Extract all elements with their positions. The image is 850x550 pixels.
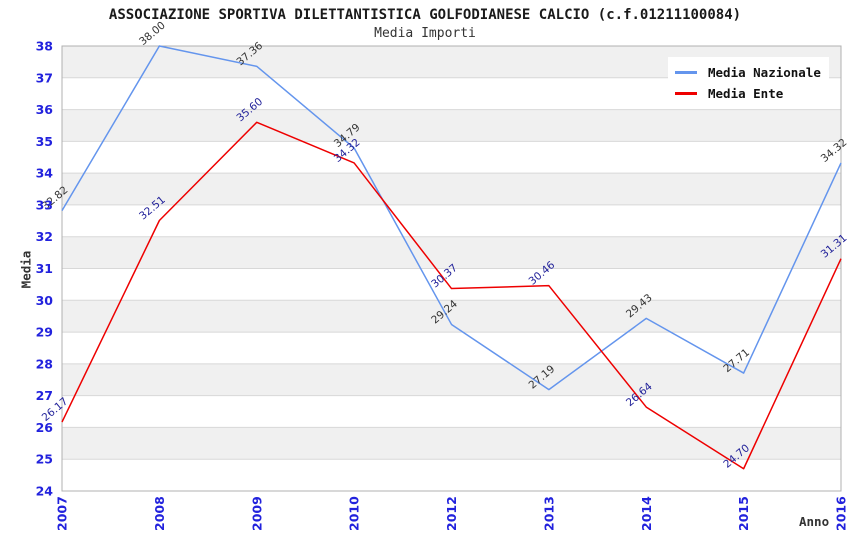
y-tick-label: 26 bbox=[36, 420, 54, 435]
legend-swatch-media-ente-icon bbox=[675, 92, 697, 95]
x-tick-label: 2008 bbox=[152, 496, 167, 531]
y-tick-label: 34 bbox=[36, 166, 54, 181]
chart-subtitle: Media Importi bbox=[374, 26, 476, 41]
y-tick-label: 30 bbox=[36, 293, 54, 308]
plot-band bbox=[62, 173, 841, 205]
plot-band bbox=[62, 332, 841, 364]
x-tick-label: 2010 bbox=[347, 496, 362, 531]
legend-label: Media Ente bbox=[708, 86, 784, 101]
x-tick-label: 2015 bbox=[736, 496, 751, 531]
plot-band bbox=[62, 268, 841, 301]
legend: Media Nazionale Media Ente bbox=[668, 57, 829, 109]
x-tick-label: 2013 bbox=[541, 496, 556, 531]
x-tick-label: 2012 bbox=[444, 496, 459, 531]
y-tick-label: 37 bbox=[36, 70, 53, 85]
plot-band bbox=[62, 363, 841, 396]
legend-item-media-ente: Media Ente bbox=[675, 83, 821, 104]
x-tick-label: 2016 bbox=[834, 496, 849, 531]
plot-band bbox=[62, 427, 841, 460]
y-tick-label: 36 bbox=[36, 102, 54, 117]
plot-band bbox=[62, 395, 841, 428]
plot-band bbox=[62, 141, 841, 174]
plot-border bbox=[61, 45, 842, 492]
y-tick-label: 24 bbox=[36, 484, 54, 499]
plot-band bbox=[62, 236, 841, 269]
plot-band bbox=[62, 204, 841, 237]
y-tick-label: 27 bbox=[36, 388, 53, 403]
legend-item-media-nazionale: Media Nazionale bbox=[675, 62, 821, 83]
y-axis-title: Media bbox=[18, 250, 34, 289]
y-tick-label: 35 bbox=[36, 134, 53, 149]
series-line-0 bbox=[61, 45, 842, 391]
plot-band bbox=[62, 300, 841, 333]
x-tick-label: 2009 bbox=[249, 496, 264, 531]
y-tick-label: 31 bbox=[36, 261, 53, 276]
y-tick-label: 25 bbox=[36, 452, 53, 467]
y-tick-label: 32 bbox=[36, 229, 53, 244]
plot-band bbox=[62, 109, 841, 142]
legend-swatch-media-nazionale-icon bbox=[675, 71, 697, 74]
x-tick-label: 2014 bbox=[639, 496, 654, 531]
series-line-1 bbox=[61, 121, 842, 470]
x-axis-title: Anno bbox=[799, 514, 830, 529]
chart-title: ASSOCIAZIONE SPORTIVA DILETTANTISTICA GO… bbox=[108, 7, 742, 23]
plot-band bbox=[62, 459, 841, 491]
legend-label: Media Nazionale bbox=[708, 65, 821, 80]
y-tick-label: 38 bbox=[36, 39, 53, 54]
y-tick-label: 28 bbox=[36, 356, 53, 371]
y-tick-label: 29 bbox=[36, 325, 53, 340]
y-tick-label: 33 bbox=[36, 197, 53, 212]
x-tick-label: 2007 bbox=[55, 496, 70, 531]
